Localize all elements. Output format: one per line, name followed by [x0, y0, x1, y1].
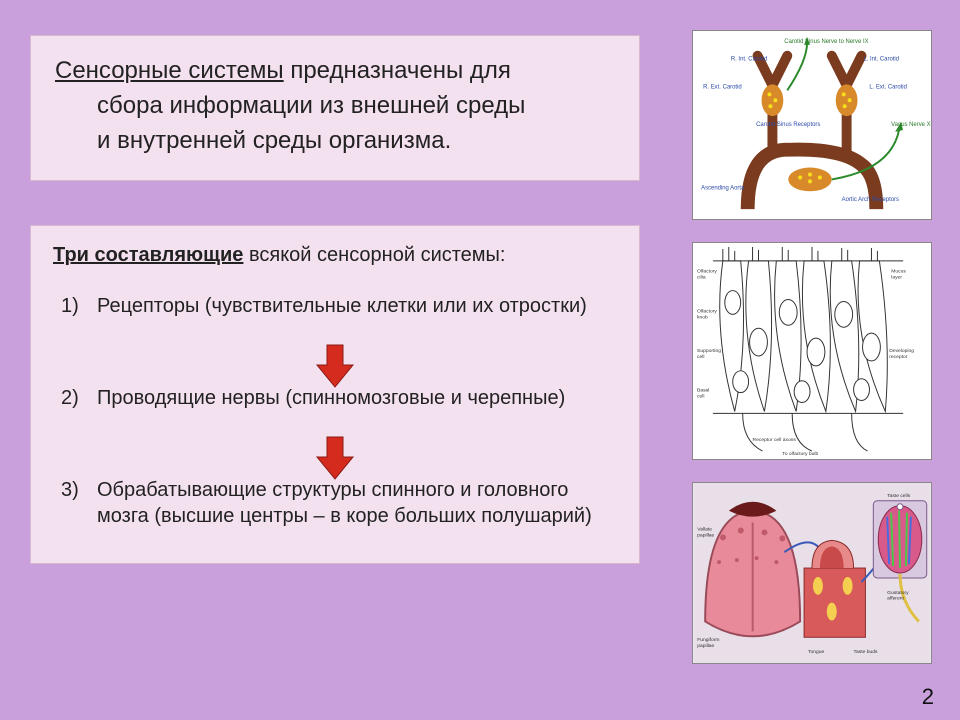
fig1-label-recep: Carotid Sinus Receptors — [756, 122, 820, 128]
component-item-3: Обрабатывающие структуры спинного и голо… — [57, 477, 617, 529]
fig1-label-lint: L. Int. Carotid — [863, 57, 899, 63]
svg-text:Olfactory: Olfactory — [697, 269, 717, 275]
svg-text:Developing: Developing — [889, 348, 914, 354]
svg-text:Supporting: Supporting — [697, 348, 721, 354]
definition-rest1: предназначены для — [284, 57, 511, 84]
components-list-3: Обрабатывающие структуры спинного и голо… — [53, 477, 617, 529]
component-item-1: Рецепторы (чувствительные клетки или их … — [57, 293, 617, 319]
components-list-2: Проводящие нервы (спинномозговые и череп… — [53, 385, 617, 411]
figures-column: Carotid Sinus Nerve to Nerve IX R. Int. … — [692, 30, 932, 664]
fig1-label-aorta: Ascending Aorta — [701, 185, 745, 191]
components-heading-rest: всякой сенсорной системы: — [243, 244, 505, 266]
fig1-label-rint: R. Int. Carotid — [731, 57, 768, 63]
down-arrow-icon — [313, 343, 357, 389]
svg-text:cilia: cilia — [697, 275, 706, 281]
definition-term: Сенсорные системы — [55, 57, 284, 84]
components-list: Рецепторы (чувствительные клетки или их … — [53, 293, 617, 319]
arrow-2 — [53, 421, 617, 477]
components-box: Три составляющие всякой сенсорной систем… — [30, 225, 640, 564]
definition-box: Сенсорные системы предназначены для сбор… — [30, 35, 640, 181]
svg-text:Fungiform: Fungiform — [697, 637, 719, 643]
fig1-label-rext: R. Ext. Carotid — [703, 84, 742, 90]
arrow-1 — [53, 329, 617, 385]
svg-text:papillae: papillae — [697, 532, 714, 538]
svg-text:Taste cells: Taste cells — [887, 493, 911, 499]
svg-text:Receptor cell axons: Receptor cell axons — [753, 437, 797, 443]
svg-text:Gustatory: Gustatory — [887, 590, 909, 596]
svg-text:knob: knob — [697, 314, 708, 320]
svg-text:Olfactory: Olfactory — [697, 308, 717, 314]
components-heading-underlined: Три составляющие — [53, 244, 243, 266]
svg-text:To olfactory bulb: To olfactory bulb — [782, 451, 818, 457]
svg-text:papillae: papillae — [697, 643, 714, 649]
definition-line1: Сенсорные системы предназначены для — [55, 54, 615, 89]
svg-text:afferent: afferent — [887, 596, 904, 602]
figure-tongue-taste: Vallatepapillae Fungiformpapillae Tongue… — [692, 482, 932, 664]
svg-text:Mucus: Mucus — [891, 269, 906, 275]
svg-text:cell: cell — [697, 394, 704, 400]
fig1-label-lext: L. Ext. Carotid — [869, 84, 907, 90]
svg-text:receptor: receptor — [889, 354, 907, 360]
definition-line2: сбора информации из внешней среды — [55, 89, 615, 124]
components-heading: Три составляющие всякой сенсорной систем… — [53, 244, 617, 267]
figure-carotid-receptors: Carotid Sinus Nerve to Nerve IX R. Int. … — [692, 30, 932, 220]
svg-text:cell: cell — [697, 354, 704, 360]
definition-line3: и внутренней среды организма. — [55, 124, 615, 159]
down-arrow-icon — [313, 435, 357, 481]
component-item-2: Проводящие нервы (спинномозговые и череп… — [57, 385, 617, 411]
svg-text:Basal: Basal — [697, 388, 709, 394]
svg-text:Taste buds: Taste buds — [854, 649, 878, 655]
fig1-label-vagus: Vagus Nerve X — [891, 122, 930, 128]
svg-text:Tongue: Tongue — [808, 649, 824, 655]
fig1-label-arch: Aortic Arch Receptors — [842, 197, 899, 203]
svg-text:layer: layer — [891, 275, 902, 281]
svg-text:Vallate: Vallate — [697, 526, 712, 532]
fig1-label-top: Carotid Sinus Nerve to Nerve IX — [784, 39, 868, 45]
figure-olfactory-epithelium: Olfactorycilia Olfactoryknob Supportingc… — [692, 242, 932, 460]
page-number: 2 — [922, 684, 934, 710]
